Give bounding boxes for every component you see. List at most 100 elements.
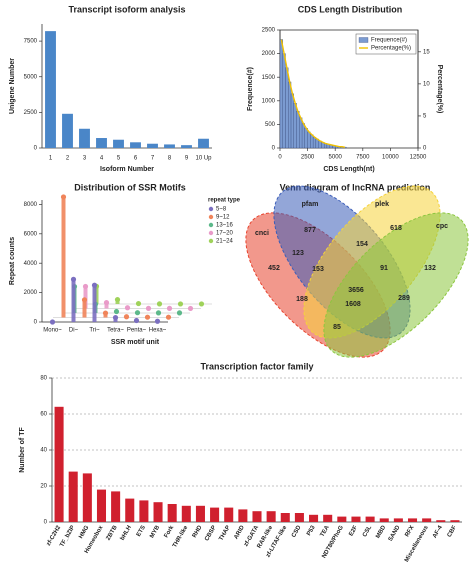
bar bbox=[252, 511, 262, 522]
y-tick-label: 20 bbox=[40, 484, 47, 490]
x-tick-label: CBSP bbox=[204, 525, 218, 542]
bar bbox=[365, 516, 375, 522]
bar bbox=[147, 143, 158, 148]
venn-set-label: cnci bbox=[255, 230, 269, 237]
chart-title: Transcription factor family bbox=[200, 361, 313, 371]
legend-swatch bbox=[208, 238, 214, 244]
x-tick-label: TEA bbox=[320, 524, 332, 538]
y2-axis-label: Percentage(%) bbox=[436, 65, 443, 114]
bar bbox=[113, 139, 124, 148]
x-tick-label: bHLH bbox=[120, 525, 133, 542]
bar-cap bbox=[165, 314, 172, 320]
histogram-bar bbox=[307, 131, 311, 149]
venn-region-count: 85 bbox=[333, 324, 341, 331]
bar bbox=[104, 302, 109, 309]
bar bbox=[164, 144, 175, 148]
x-axis-label: CDS Length(nt) bbox=[323, 166, 374, 173]
y-axis-label: Unigene Number bbox=[9, 58, 16, 114]
bar bbox=[45, 31, 56, 149]
x-tick-label: 7500 bbox=[356, 155, 370, 161]
x-axis-label: SSR motif unit bbox=[111, 339, 160, 346]
venn-region-count: 154 bbox=[356, 241, 368, 248]
bar bbox=[195, 505, 205, 522]
bar bbox=[450, 520, 460, 522]
y-tick-label: 10 bbox=[423, 81, 430, 87]
y-tick-label: 5 bbox=[423, 114, 427, 120]
x-tick-label: 5 bbox=[117, 156, 121, 162]
bar-cap bbox=[198, 301, 205, 307]
y-tick-label: 2000 bbox=[262, 51, 276, 57]
histogram-bar bbox=[299, 117, 303, 149]
y-tick-label: 15 bbox=[423, 49, 430, 55]
bar-cap bbox=[124, 305, 131, 311]
y-tick-label: 4000 bbox=[24, 261, 38, 267]
x-tick-label: ARID bbox=[233, 524, 246, 540]
x-tick-label: ZBTB bbox=[106, 524, 120, 541]
histogram-bar bbox=[310, 134, 314, 149]
bar-cap bbox=[112, 314, 119, 321]
y-tick-label: 0 bbox=[34, 146, 38, 152]
x-tick-label: Tri~ bbox=[89, 328, 100, 334]
x-tick-label: RFX bbox=[404, 525, 415, 538]
histogram-bar bbox=[282, 53, 286, 149]
bar bbox=[393, 518, 403, 522]
legend-swatch bbox=[208, 206, 214, 212]
bar bbox=[82, 299, 87, 318]
x-tick-label: Mono~ bbox=[43, 328, 62, 334]
x-tick-label: 10000 bbox=[382, 155, 399, 161]
bar bbox=[62, 113, 73, 148]
x-tick-label: E2F bbox=[348, 525, 359, 538]
legend-label: 21~24 bbox=[216, 239, 234, 245]
bar-cap bbox=[70, 276, 77, 282]
x-tick-label: Fork bbox=[164, 524, 176, 539]
x-tick-label: 5000 bbox=[329, 155, 343, 161]
x-tick-label: THAP bbox=[218, 525, 231, 542]
bar-cap bbox=[177, 301, 184, 307]
x-tick-label: SAND bbox=[388, 524, 402, 542]
bar-cap bbox=[144, 314, 151, 320]
x-tick-label: Tetra~ bbox=[107, 328, 124, 334]
bar bbox=[294, 513, 304, 522]
bar bbox=[266, 511, 276, 522]
histogram-bar bbox=[304, 128, 308, 149]
bar-cap bbox=[81, 297, 88, 303]
histogram-bar bbox=[285, 67, 289, 149]
bar-cap bbox=[135, 300, 142, 307]
bar-cap bbox=[60, 194, 67, 200]
bar bbox=[422, 518, 432, 522]
x-tick-label: HMG bbox=[78, 525, 90, 540]
bar-cap bbox=[114, 296, 121, 303]
x-tick-label: AF-4 bbox=[432, 524, 444, 539]
histogram-bar bbox=[293, 103, 297, 149]
venn-region-count: 188 bbox=[296, 296, 308, 303]
x-tick-label: 8 bbox=[168, 156, 172, 162]
y-tick-label: 1000 bbox=[262, 98, 276, 104]
y-tick-label: 0 bbox=[34, 320, 38, 326]
y-tick-label: 2000 bbox=[24, 290, 38, 296]
y-tick-label: 2500 bbox=[262, 28, 276, 34]
chart-title: Venn diagram of lncRNA prediction bbox=[280, 182, 431, 192]
chart-title: Transcript isoform analysis bbox=[68, 4, 185, 14]
bar-cap bbox=[49, 319, 56, 325]
histogram-bar bbox=[301, 123, 305, 149]
y-tick-label: 60 bbox=[40, 412, 47, 418]
venn-region-count: 289 bbox=[398, 295, 410, 302]
bar bbox=[130, 142, 141, 148]
histogram-bar bbox=[296, 111, 300, 149]
bar bbox=[379, 518, 389, 522]
y-tick-label: 500 bbox=[265, 122, 276, 128]
bar bbox=[139, 500, 149, 522]
bar bbox=[79, 128, 90, 148]
x-axis-label: Isoform Number bbox=[100, 166, 154, 173]
venn-region-count: 452 bbox=[268, 265, 280, 272]
bar-cap bbox=[133, 317, 140, 324]
legend-box bbox=[355, 33, 417, 55]
histogram-bar bbox=[312, 136, 317, 149]
legend-swatch bbox=[208, 222, 214, 228]
y-tick-label: 0 bbox=[272, 146, 276, 152]
bar bbox=[238, 509, 248, 522]
bar-cap bbox=[154, 318, 161, 324]
bar bbox=[224, 507, 234, 522]
x-tick-label: P53 bbox=[306, 524, 317, 537]
